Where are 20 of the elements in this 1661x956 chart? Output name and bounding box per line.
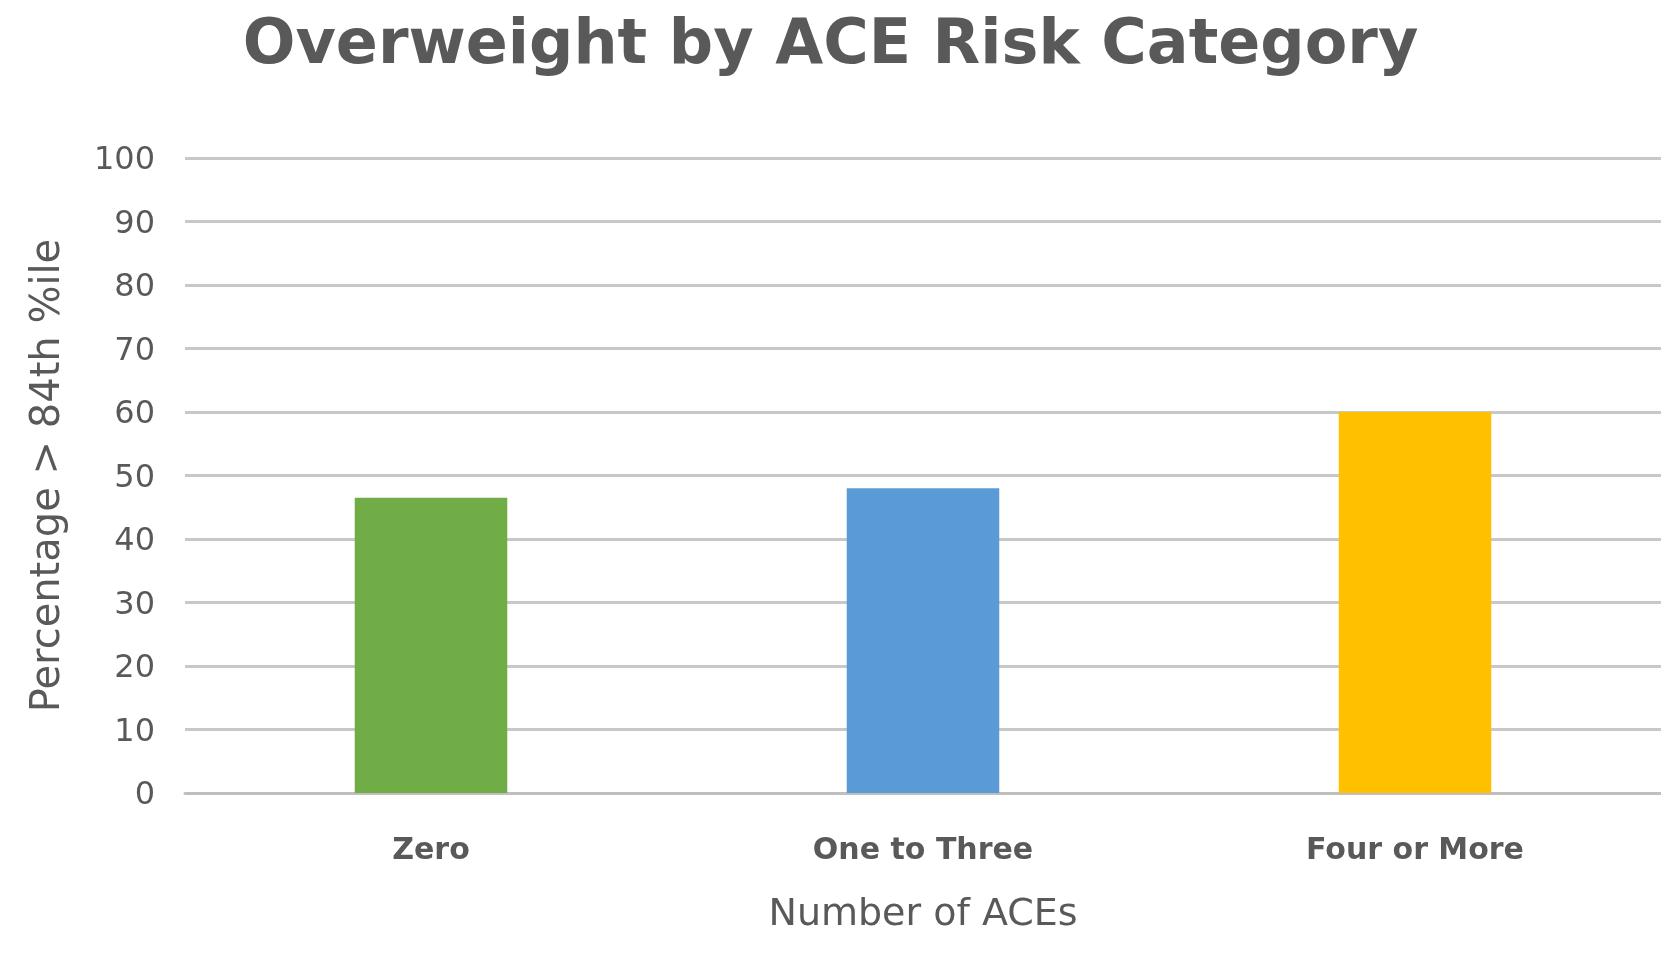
- y-tick-label: 0: [134, 774, 155, 812]
- y-tick-label: 50: [114, 456, 155, 495]
- x-tick-label: Four or More: [1306, 830, 1524, 866]
- x-axis-title: Number of ACEs: [768, 890, 1078, 934]
- y-tick-label: 80: [114, 266, 155, 304]
- chart-title: Overweight by ACE Risk Category: [242, 4, 1419, 78]
- y-tick-label: 90: [114, 202, 155, 241]
- y-tick-label: 10: [114, 710, 155, 749]
- y-tick-label: 20: [114, 647, 155, 685]
- y-tick-label: 100: [93, 139, 155, 177]
- y-tick-label: 40: [114, 520, 155, 558]
- y-tick-label: 30: [114, 583, 155, 622]
- y-axis-title: Percentage > 84th %ile: [22, 238, 68, 713]
- x-tick-label: One to Three: [812, 830, 1034, 866]
- y-tick-label: 70: [114, 329, 155, 368]
- bar: [1338, 412, 1492, 793]
- y-tick-label: 60: [114, 393, 155, 431]
- bar: [846, 488, 1000, 793]
- x-tick-label: Zero: [392, 830, 470, 866]
- bar: [354, 497, 508, 793]
